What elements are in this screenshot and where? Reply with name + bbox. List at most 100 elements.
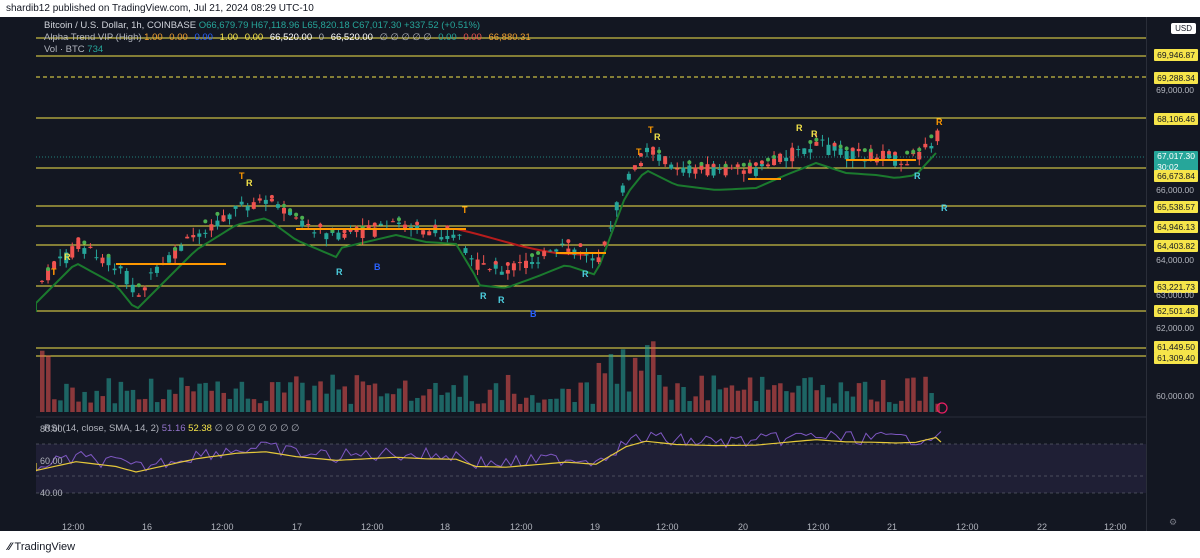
volume-bar [154, 402, 160, 412]
candle-body [245, 206, 250, 211]
candle-body [209, 224, 214, 231]
level-label: 61,449.50 [1154, 341, 1198, 353]
candle-body [905, 164, 910, 166]
candle-body [693, 167, 698, 174]
volume-bar [275, 382, 281, 412]
signal-dot [711, 163, 716, 168]
candle-body [475, 259, 480, 270]
ohlc-values: O66,679.79 H67,118.96 L65,820.18 C67,017… [198, 20, 481, 31]
candle-body [130, 284, 135, 293]
candle-body [723, 165, 728, 176]
publisher-text: shardib12 published on TradingView.com, … [6, 3, 314, 14]
candle-body [838, 148, 843, 155]
signal-dot [905, 150, 910, 155]
volume-bar [88, 402, 93, 412]
volume-bar [802, 378, 807, 412]
volume-bar [602, 373, 608, 412]
signal-marker-R: R [654, 132, 661, 142]
candle-body [251, 202, 256, 209]
volume-bar [354, 375, 360, 412]
currency-badge[interactable]: USD [1171, 23, 1196, 34]
level-label: 69,288.34 [1154, 72, 1198, 84]
volume-bar [148, 378, 154, 412]
candle-body [887, 153, 891, 159]
candle-body [608, 227, 613, 229]
candle-body [820, 139, 825, 141]
tradingview-logo[interactable]: ⁄⁄ TradingView [8, 541, 76, 553]
volume-bar [306, 400, 311, 412]
volume-bar [862, 381, 868, 412]
candle-body [40, 280, 44, 282]
candle-body [554, 249, 559, 252]
volume-bar [76, 401, 81, 412]
time-tick: 12:00 [211, 522, 234, 531]
volume-bar [312, 385, 317, 412]
time-tick: 12:00 [62, 522, 85, 531]
volume-bar [499, 400, 505, 412]
volume-bar [717, 389, 723, 412]
lightning-icon [936, 402, 948, 414]
signal-dot [136, 283, 141, 288]
candle-body [796, 149, 801, 151]
volume-bar [578, 382, 583, 412]
signal-dot [505, 261, 510, 266]
volume-bar [396, 388, 402, 412]
candle-body [899, 163, 904, 165]
volume-bar [554, 398, 559, 412]
axis-settings-icon[interactable]: ⚙ [1169, 517, 1178, 527]
volume-bar [124, 390, 130, 412]
symbol-title[interactable]: Bitcoin / U.S. Dollar, 1h, COINBASE [44, 20, 197, 31]
volume-bar [106, 378, 112, 412]
candle-body [82, 248, 87, 254]
candle-body [766, 164, 770, 167]
candle-body [378, 223, 383, 226]
volume-bar [560, 388, 565, 412]
candle-body [52, 262, 57, 269]
candle-body [626, 173, 631, 180]
level-label: 69,946.87 [1154, 49, 1198, 61]
volume-bar [584, 382, 589, 412]
volume-bar [191, 391, 196, 412]
rsi-title[interactable]: RSI (14, close, SMA, 14, 2) [44, 423, 160, 434]
candle-body [814, 141, 819, 146]
candle-body [469, 258, 474, 260]
volume-bar [130, 389, 136, 412]
signal-dot [433, 224, 438, 229]
candle-body [651, 150, 656, 155]
signal-dot [173, 246, 178, 251]
time-tick: 21 [887, 522, 898, 531]
candle-body [778, 153, 783, 162]
candle-body [675, 168, 680, 170]
volume-bar [100, 396, 105, 412]
candle-body [257, 198, 262, 201]
candle-body [548, 250, 553, 252]
candle-body [517, 262, 522, 264]
current-price-label: 67,017.30 30:02 [1154, 151, 1198, 173]
volume-bar [179, 377, 184, 412]
volume-bar [741, 389, 747, 412]
volume-bar [269, 382, 275, 412]
volume-bar [620, 349, 626, 412]
candle-body [360, 226, 365, 239]
candle-body [511, 263, 516, 271]
footer: ⁄⁄ TradingView [0, 531, 1200, 558]
volume-bar [766, 389, 771, 412]
volume-title[interactable]: Vol · BTC [44, 44, 85, 55]
volume-bar [433, 382, 438, 412]
signal-dot [415, 221, 420, 226]
level-label: 64,403.82 [1154, 240, 1198, 252]
signal-dot [46, 266, 51, 271]
volume-bar [282, 392, 287, 412]
trend-line-bearish [455, 228, 587, 256]
volume-bar [899, 400, 904, 412]
candle-body [366, 225, 371, 230]
signal-dot [929, 134, 934, 139]
volume-bar [227, 398, 233, 412]
signal-marker-T: T [462, 205, 468, 215]
price-axis[interactable]: USD 69,946.87 69,288.34 69,000.00 68,106… [1146, 17, 1200, 531]
volume-bar [457, 396, 462, 412]
candle-body [185, 236, 190, 239]
indicator-title[interactable]: Alpha Trend VIP (High) [44, 32, 142, 43]
